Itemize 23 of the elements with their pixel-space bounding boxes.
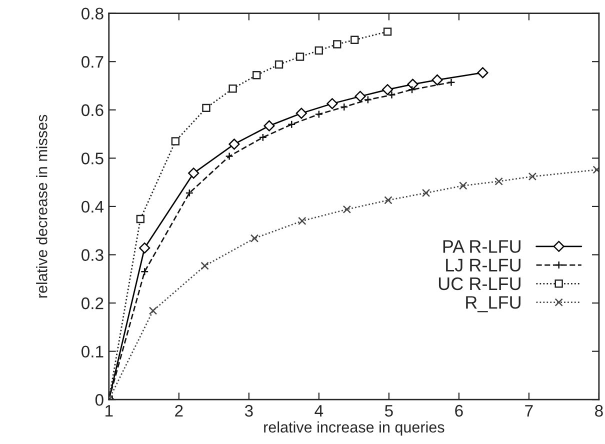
x-axis-title: relative increase in queries [264, 421, 444, 436]
y-axis-title: relative decrease in misses [36, 114, 48, 298]
x-tick-label: 7 [525, 405, 533, 417]
x-tick-label: 4 [314, 405, 324, 417]
legend-label: UC R-LFU [438, 277, 520, 290]
y-tick-label: 0.8 [82, 8, 104, 20]
y-tick-label: 0.6 [82, 104, 104, 116]
y-tick-label: 0.3 [82, 249, 104, 261]
y-tick-label: 0.4 [82, 200, 104, 213]
legend-label: PA R-LFU [443, 240, 520, 253]
x-tick-label: 1 [106, 405, 113, 417]
legend-label: LJ R-LFU [446, 258, 520, 272]
x-tick-label: 2 [175, 404, 183, 417]
y-tick-label: 0.5 [82, 152, 104, 164]
y-tick-label: 0.7 [82, 56, 104, 68]
x-tick-label: 5 [384, 405, 393, 417]
y-tick-label: 0.2 [82, 297, 104, 310]
x-tick-label: 3 [244, 404, 253, 417]
y-tick-label: 0 [95, 394, 104, 406]
x-tick-label: 6 [455, 404, 463, 417]
x-tick-label: 8 [595, 404, 603, 417]
y-tick-label: 0.1 [82, 346, 104, 358]
legend-label: R_LFU [466, 296, 520, 312]
